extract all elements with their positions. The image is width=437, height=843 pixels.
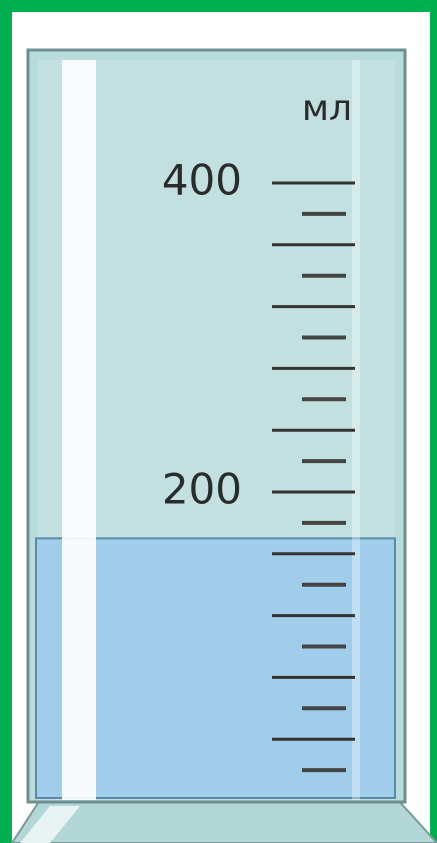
tick-label: 400 [162, 156, 242, 205]
measuring-cylinder: 400 200 мл [0, 0, 437, 843]
glass-highlight [62, 60, 96, 800]
page: {"scale": {"unit": "мл", "range": [0, 40… [0, 0, 437, 843]
tick-label: 200 [162, 465, 242, 514]
unit-label: мл [302, 88, 352, 129]
